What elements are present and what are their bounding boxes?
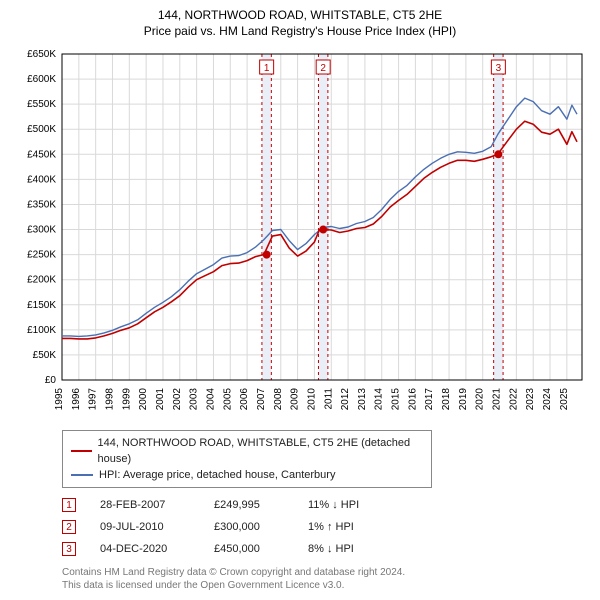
svg-text:2016: 2016 [407,388,418,411]
sale-date-2: 09-JUL-2010 [100,521,190,533]
legend-row-series1: 144, NORTHWOOD ROAD, WHITSTABLE, CT5 2HE… [71,435,423,467]
sales-table: 1 28-FEB-2007 £249,995 11% ↓ HPI 2 09-JU… [62,494,584,560]
sale-price-2: £300,000 [214,521,284,533]
legend-row-series2: HPI: Average price, detached house, Cant… [71,467,423,483]
sale-date-1: 28-FEB-2007 [100,499,190,511]
sale-date-3: 04-DEC-2020 [100,543,190,555]
svg-text:3: 3 [496,63,502,74]
svg-text:2024: 2024 [542,388,553,411]
svg-text:£100K: £100K [27,325,56,336]
svg-text:2001: 2001 [155,388,166,411]
legend-swatch-series1 [71,450,92,452]
svg-text:2021: 2021 [492,388,503,411]
sale-marker-3: 3 [62,542,76,556]
attribution-line2: This data is licensed under the Open Gov… [62,579,584,592]
svg-text:£350K: £350K [27,199,56,210]
attribution-line1: Contains HM Land Registry data © Crown c… [62,566,584,579]
attribution: Contains HM Land Registry data © Crown c… [62,566,584,592]
svg-text:2007: 2007 [256,388,267,411]
svg-text:£300K: £300K [27,225,56,236]
svg-text:2010: 2010 [306,388,317,411]
sales-row-1: 1 28-FEB-2007 £249,995 11% ↓ HPI [62,494,584,516]
svg-text:1996: 1996 [71,388,82,411]
svg-text:2023: 2023 [525,388,536,411]
svg-text:2015: 2015 [391,388,402,411]
svg-text:2019: 2019 [458,388,469,411]
svg-text:2017: 2017 [424,388,435,411]
sale-diff-2: 1% ↑ HPI [308,521,398,533]
svg-text:2013: 2013 [357,388,368,411]
legend-swatch-series2 [71,474,93,476]
svg-text:2005: 2005 [222,388,233,411]
svg-text:£400K: £400K [27,174,56,185]
svg-text:2009: 2009 [290,388,301,411]
svg-text:1997: 1997 [88,388,99,411]
svg-text:2000: 2000 [138,388,149,411]
svg-text:2011: 2011 [323,388,334,410]
svg-text:£150K: £150K [27,300,56,311]
sales-row-3: 3 04-DEC-2020 £450,000 8% ↓ HPI [62,538,584,560]
svg-text:2006: 2006 [239,388,250,411]
svg-text:£50K: £50K [33,350,57,361]
svg-text:2018: 2018 [441,388,452,411]
svg-text:2002: 2002 [172,388,183,411]
legend-label-series1: 144, NORTHWOOD ROAD, WHITSTABLE, CT5 2HE… [98,435,424,467]
svg-text:2003: 2003 [189,388,200,411]
chart-area: £0 £50K £100K £150K £200K £250K £300K £350K £400… [8,44,592,424]
legend-label-series2: HPI: Average price, detached house, Cant… [99,467,335,483]
sale-diff-1: 11% ↓ HPI [308,499,398,511]
legend-box: 144, NORTHWOOD ROAD, WHITSTABLE, CT5 2HE… [62,430,432,488]
svg-text:£0: £0 [45,375,57,386]
svg-text:£200K: £200K [27,275,56,286]
sales-row-2: 2 09-JUL-2010 £300,000 1% ↑ HPI [62,516,584,538]
sale-price-3: £450,000 [214,543,284,555]
svg-text:2004: 2004 [205,388,216,411]
sale-price-1: £249,995 [214,499,284,511]
svg-text:£650K: £650K [27,49,56,60]
chart-title: 144, NORTHWOOD ROAD, WHITSTABLE, CT5 2HE [8,8,592,22]
svg-text:2: 2 [320,63,326,74]
sale-diff-3: 8% ↓ HPI [308,543,398,555]
sale-marker-1: 1 [62,498,76,512]
svg-text:1: 1 [264,63,270,74]
svg-text:£600K: £600K [27,74,56,85]
svg-text:2020: 2020 [475,388,486,411]
svg-text:1999: 1999 [121,388,132,411]
svg-text:£500K: £500K [27,124,56,135]
svg-text:2022: 2022 [508,388,519,411]
svg-text:2025: 2025 [559,388,570,411]
svg-text:£550K: £550K [27,99,56,110]
svg-text:£250K: £250K [27,250,56,261]
svg-text:2012: 2012 [340,388,351,411]
svg-text:2014: 2014 [374,388,385,411]
svg-text:£450K: £450K [27,149,56,160]
svg-text:2008: 2008 [273,388,284,411]
chart-svg: £0 £50K £100K £150K £200K £250K £300K £350K £400… [8,44,592,424]
svg-text:1998: 1998 [104,388,115,411]
svg-text:1995: 1995 [54,388,65,411]
chart-subtitle: Price paid vs. HM Land Registry's House … [8,24,592,38]
sale-marker-2: 2 [62,520,76,534]
